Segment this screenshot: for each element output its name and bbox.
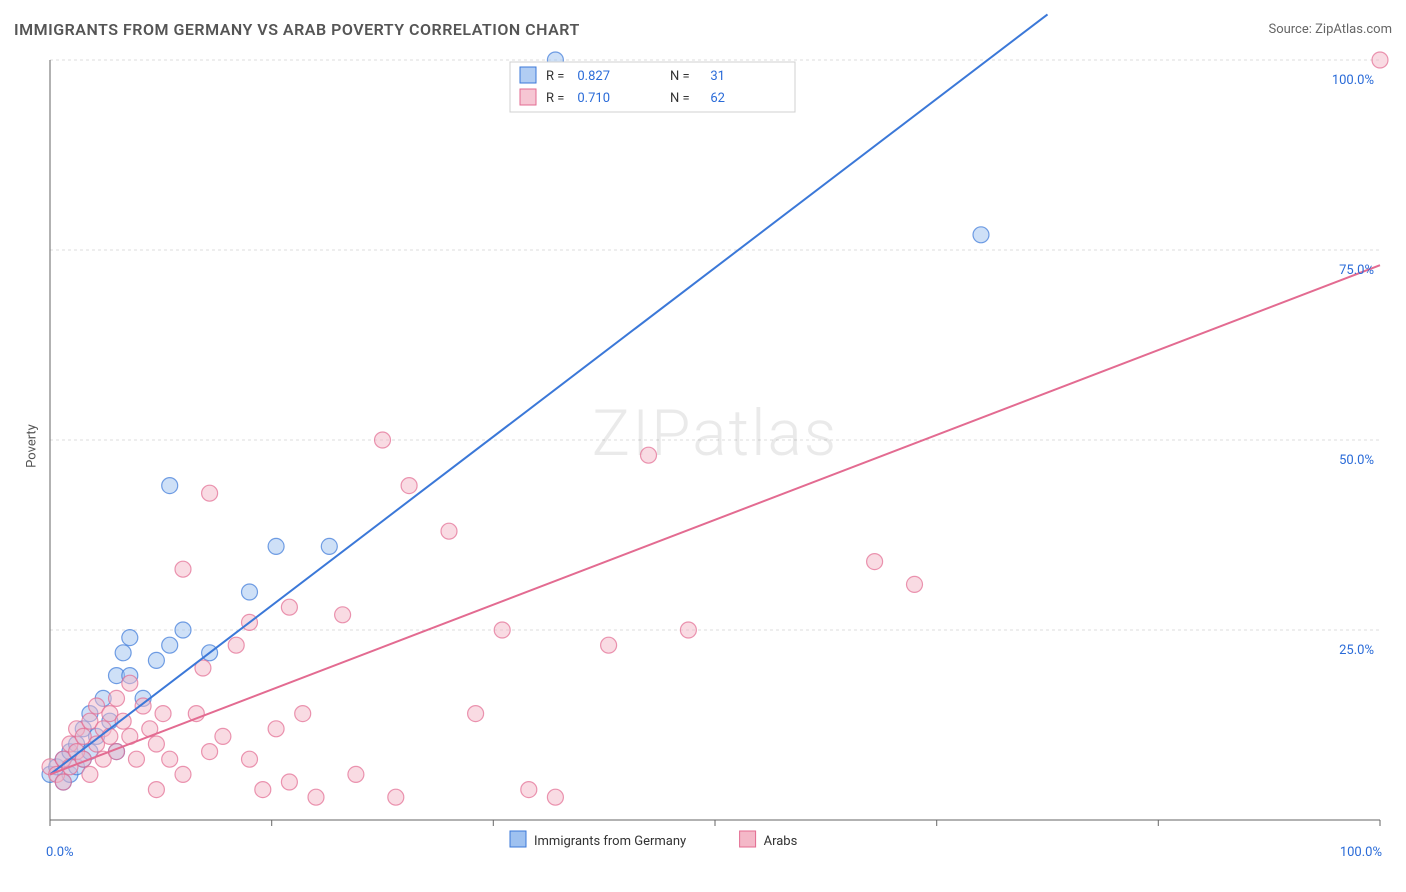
legend-swatch (510, 831, 526, 847)
data-point (148, 736, 164, 752)
watermark: ZIPatlas (592, 396, 838, 471)
data-point (122, 675, 138, 691)
data-point (321, 538, 337, 554)
data-point (867, 554, 883, 570)
data-point (215, 728, 231, 744)
data-point (122, 630, 138, 646)
data-point (115, 645, 131, 661)
legend-r-value: 0.827 (577, 69, 610, 84)
data-point (155, 706, 171, 722)
data-point (148, 782, 164, 798)
data-point (162, 637, 178, 653)
data-point (175, 622, 191, 638)
data-point (388, 789, 404, 805)
legend-series-label: Arabs (764, 834, 798, 849)
data-point (641, 447, 657, 463)
data-point (1372, 52, 1388, 68)
legend-n-label: N = (670, 69, 690, 84)
data-point (202, 744, 218, 760)
data-point (162, 751, 178, 767)
legend-n-value: 62 (710, 91, 725, 106)
data-point (268, 721, 284, 737)
data-point (680, 622, 696, 638)
data-point (348, 766, 364, 782)
legend-swatch (520, 89, 536, 105)
data-point (55, 774, 71, 790)
data-point (268, 538, 284, 554)
data-point (335, 607, 351, 623)
data-point (601, 637, 617, 653)
data-point (128, 751, 144, 767)
legend-swatch (740, 831, 756, 847)
data-point (401, 478, 417, 494)
data-point (148, 652, 164, 668)
y-tick-label: 100.0% (1332, 73, 1374, 88)
legend-r-value: 0.710 (577, 91, 610, 106)
data-point (175, 561, 191, 577)
data-point (109, 690, 125, 706)
data-point (973, 227, 989, 243)
y-tick-label: 75.0% (1339, 263, 1374, 278)
data-point (102, 728, 118, 744)
trend-line (50, 14, 1048, 774)
legend-swatch (520, 67, 536, 83)
data-point (162, 478, 178, 494)
data-point (228, 637, 244, 653)
data-point (175, 766, 191, 782)
y-tick-label: 25.0% (1339, 643, 1374, 658)
legend-n-value: 31 (710, 69, 725, 84)
correlation-scatter-chart: ZIPatlas 25.0% 50.0% 75.0% 100.0% 0.0% 100.0% R… (0, 0, 1406, 892)
data-point (242, 584, 258, 600)
data-point (295, 706, 311, 722)
data-point (375, 432, 391, 448)
legend-r-label: R = (546, 69, 564, 84)
data-point (907, 576, 923, 592)
data-point (281, 599, 297, 615)
data-point (468, 706, 484, 722)
trend-line (50, 265, 1380, 774)
data-point (82, 766, 98, 782)
data-point (242, 751, 258, 767)
legend-series-label: Immigrants from Germany (534, 834, 686, 849)
data-point (494, 622, 510, 638)
data-point (202, 485, 218, 501)
y-tick-label: 50.0% (1339, 453, 1374, 468)
data-point (441, 523, 457, 539)
x-tick-label: 0.0% (46, 845, 74, 860)
legend-r-label: R = (546, 91, 564, 106)
data-point (281, 774, 297, 790)
data-point (255, 782, 271, 798)
x-tick-label: 100.0% (1340, 845, 1382, 860)
data-point (521, 782, 537, 798)
data-point (547, 789, 563, 805)
data-point (308, 789, 324, 805)
legend-n-label: N = (670, 91, 690, 106)
